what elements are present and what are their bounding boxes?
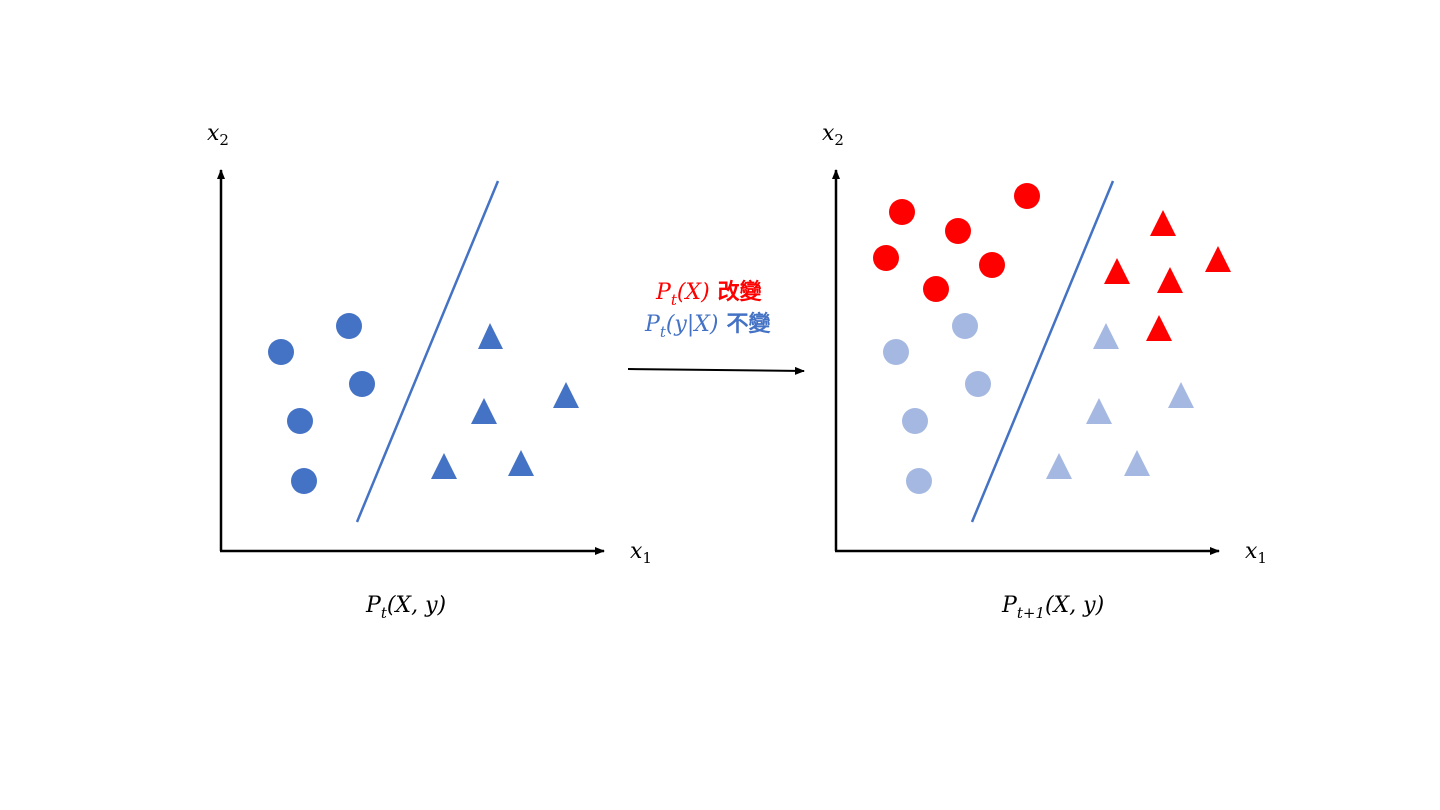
data-point-circle-new	[945, 218, 971, 244]
data-point-triangle-faded	[1086, 398, 1112, 424]
right-y-axis-label: x2	[822, 121, 844, 149]
data-point-triangle	[478, 323, 503, 349]
data-point-circle-new	[1014, 183, 1040, 209]
data-point-circle	[287, 408, 313, 434]
data-point-triangle-new	[1104, 258, 1130, 284]
left-x-axis-label: x1	[630, 539, 652, 567]
left-y-axis-label: x2	[207, 121, 229, 149]
transition: Pt(X) 改變 Pt(y|X) 不變	[627, 279, 805, 375]
data-point-triangle-new	[1146, 315, 1172, 341]
data-point-triangle-faded	[1168, 382, 1194, 408]
data-point-circle-faded	[965, 371, 991, 397]
right-new-triangles	[1104, 210, 1231, 341]
data-point-circle-new	[873, 245, 899, 271]
data-point-triangle-faded	[1124, 450, 1150, 476]
data-point-circle-new	[923, 276, 949, 302]
data-point-circle	[349, 371, 375, 397]
data-point-triangle	[431, 453, 457, 479]
data-point-circle-faded	[952, 313, 978, 339]
transition-label-marginal: Pt(X) 改變	[655, 279, 763, 309]
transition-label-conditional: Pt(y|X) 不變	[644, 311, 772, 341]
data-point-circle-faded	[906, 468, 932, 494]
data-point-circle	[291, 468, 317, 494]
data-point-triangle	[508, 450, 534, 476]
data-point-circle-new	[889, 199, 915, 225]
data-point-triangle-new	[1150, 210, 1176, 236]
right-original-triangles	[1046, 323, 1194, 479]
right-caption: Pt+1(X, y)	[1001, 593, 1104, 622]
left-circle-class	[268, 313, 375, 494]
left-triangle-class	[431, 323, 579, 479]
data-point-circle-new	[979, 252, 1005, 278]
left-decision-boundary	[355, 180, 500, 523]
right-new-circles	[873, 183, 1040, 302]
data-point-triangle-faded	[1046, 453, 1072, 479]
data-point-triangle-new	[1205, 246, 1231, 272]
right-original-circles	[883, 313, 991, 494]
data-point-triangle	[553, 382, 579, 408]
right-decision-boundary	[970, 180, 1115, 523]
data-point-circle-faded	[902, 408, 928, 434]
data-point-triangle-new	[1157, 267, 1183, 293]
right-panel: x2 x1 Pt+1(X, y)	[822, 121, 1267, 622]
data-point-triangle	[471, 398, 497, 424]
data-point-triangle-faded	[1093, 323, 1119, 349]
data-point-circle	[336, 313, 362, 339]
transition-arrow	[627, 366, 805, 375]
left-panel: x2 x1 Pt(X, y)	[207, 121, 652, 622]
right-x-axis-label: x1	[1245, 539, 1267, 567]
left-caption: Pt(X, y)	[365, 593, 446, 622]
data-point-circle	[268, 339, 294, 365]
data-point-circle-faded	[883, 339, 909, 365]
